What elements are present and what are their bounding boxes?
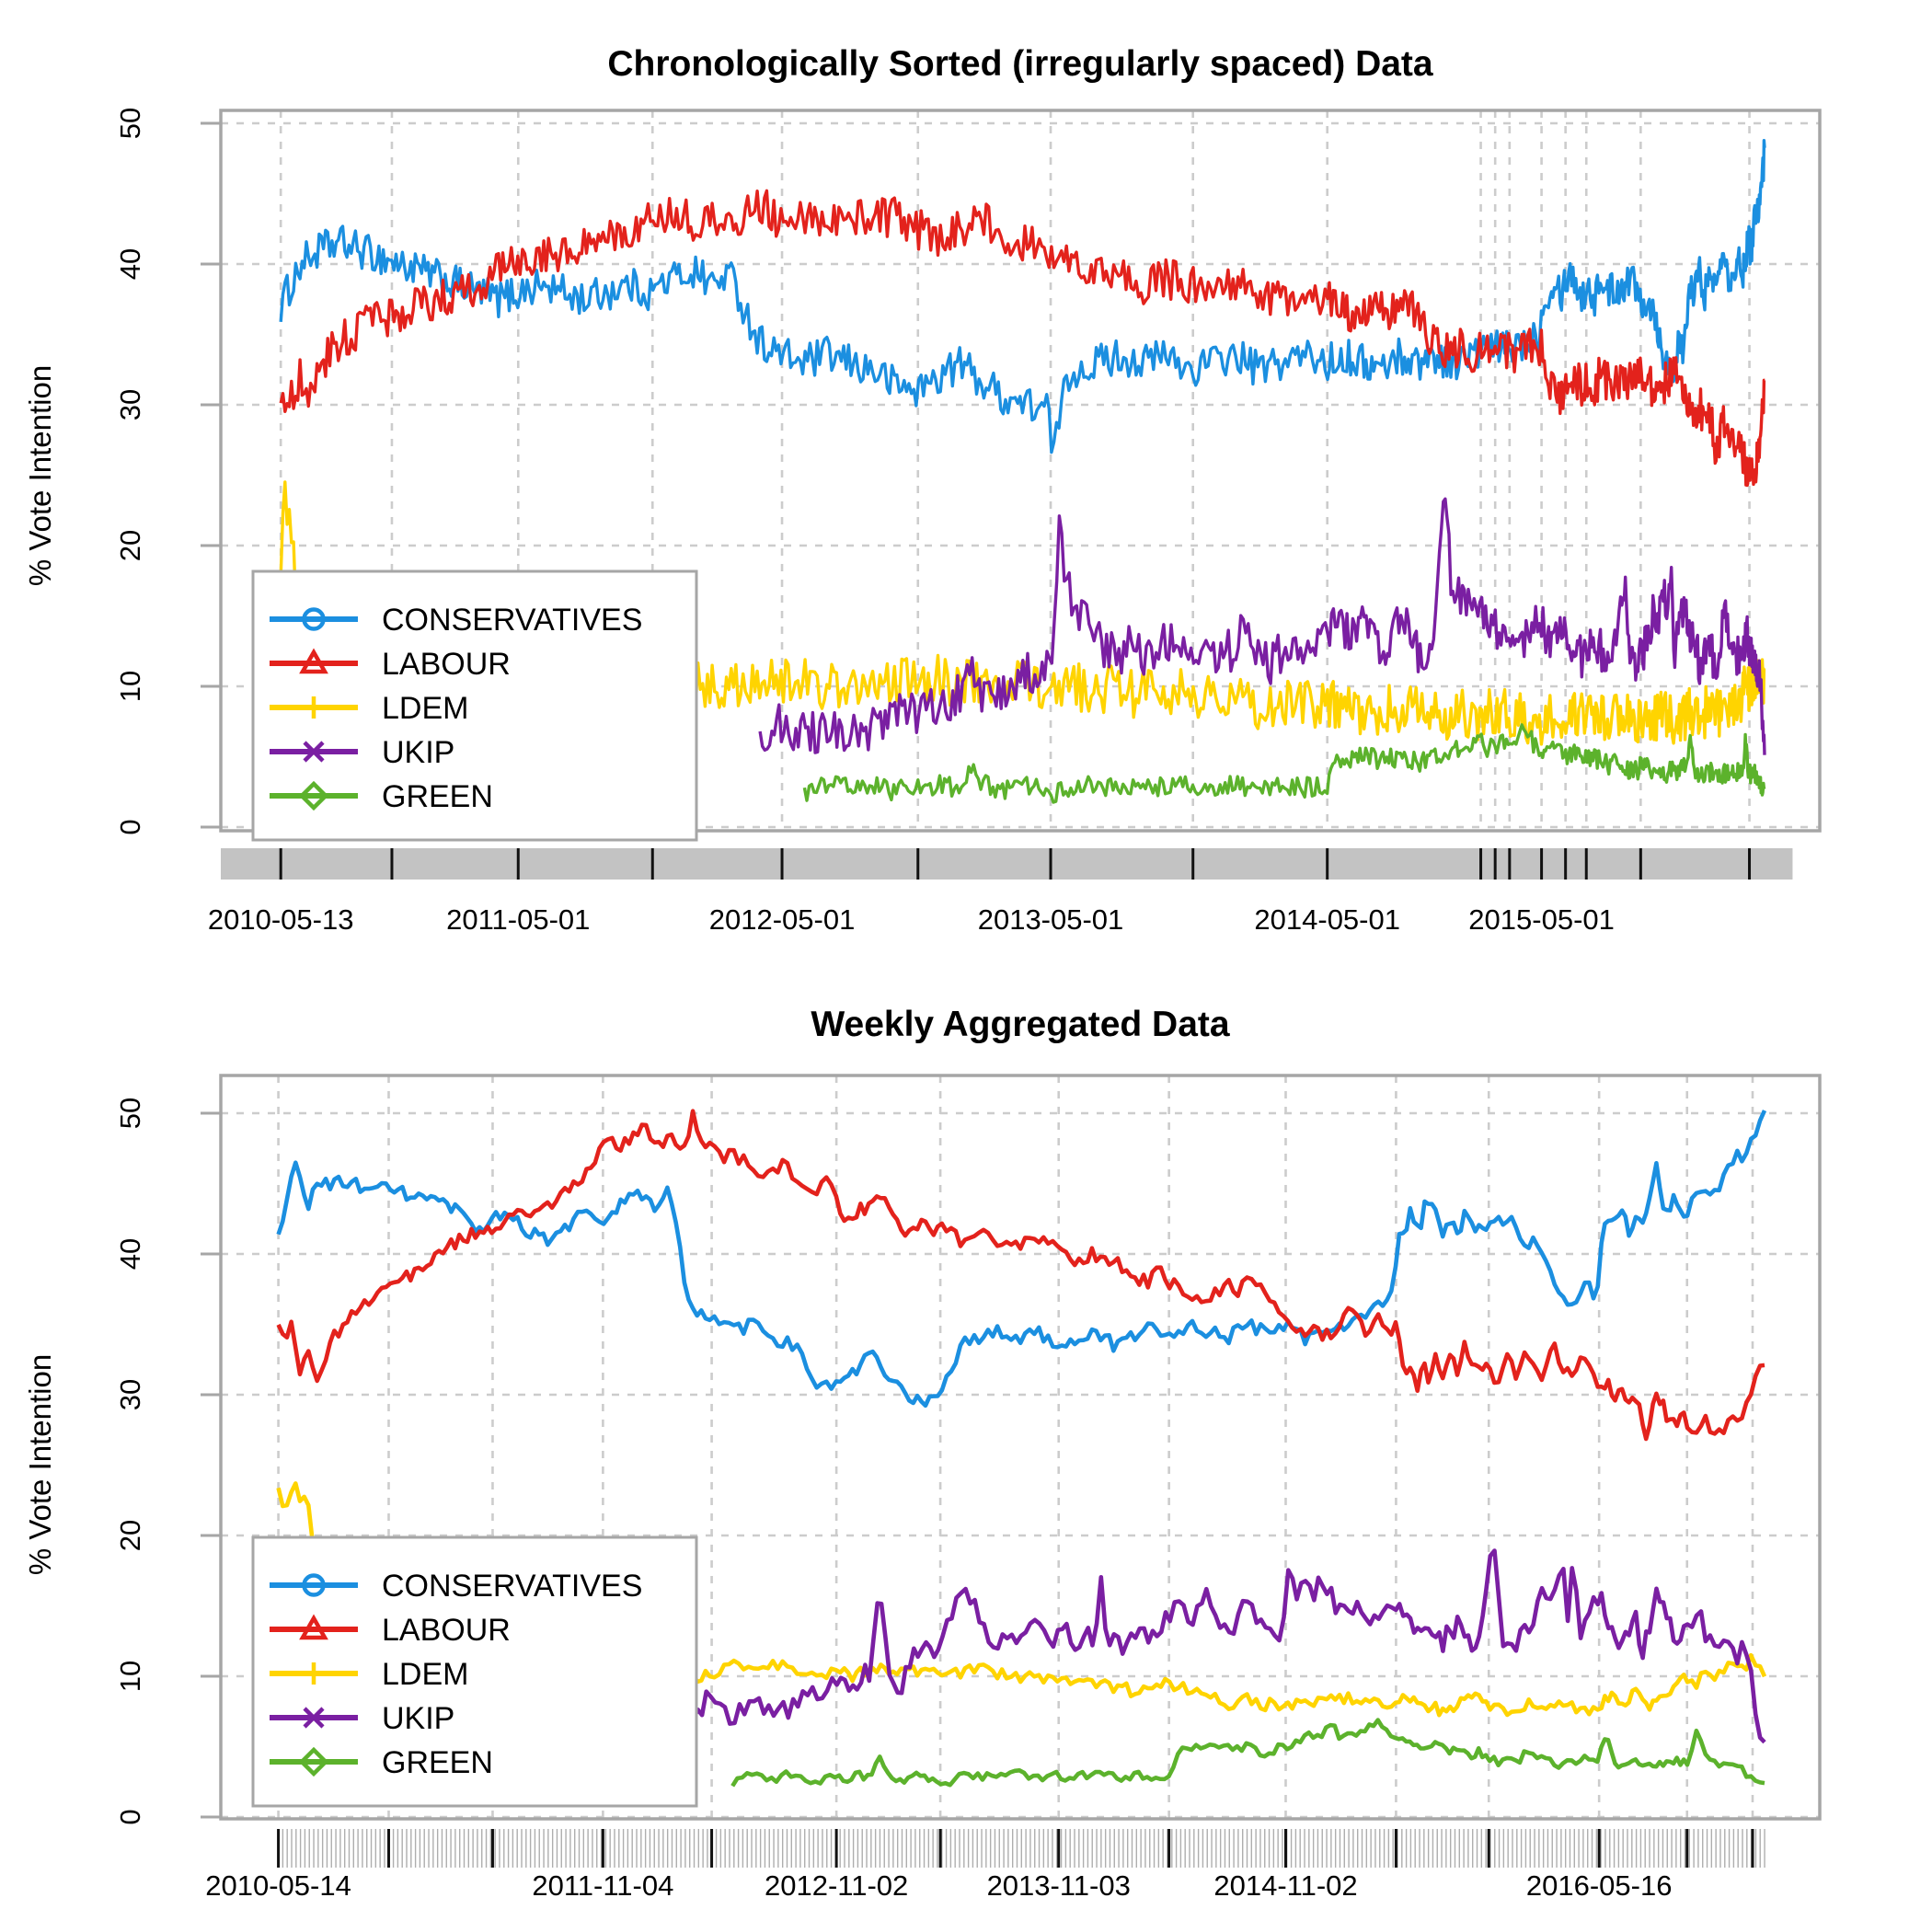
y-axis: 0 10 20 30 40 50: [114, 108, 221, 835]
chart-title-top: Chronologically Sorted (irregularly spac…: [607, 44, 1433, 84]
legend-x-icon: [303, 741, 325, 763]
y-tick-label: 20: [114, 530, 146, 561]
chart-title-bottom: Weekly Aggregated Data: [811, 1005, 1229, 1044]
y-tick-label: 40: [114, 1238, 146, 1270]
x-tick-label: 2014-11-02: [1213, 1869, 1357, 1902]
legend-label-ukip: UKIP: [382, 1701, 454, 1736]
legend-diamond-icon: [298, 1746, 329, 1777]
plot-border: [219, 1074, 1822, 1821]
x-tick-label: 2010-05-14: [205, 1869, 351, 1902]
series-line-ukip-raw: [758, 497, 1766, 755]
x-tick-label: 2012-11-02: [765, 1869, 908, 1902]
legend-label-conservatives: CONSERVATIVES: [382, 603, 642, 638]
legend: CONSERVATIVES LABOUR LDEM UKIP GREEN: [251, 1535, 698, 1808]
legend-plus-icon: [303, 696, 325, 719]
legend-circle-icon: [302, 1573, 326, 1597]
x-tick-label: 2010-05-13: [208, 903, 354, 936]
legend-label-ldem: LDEM: [382, 1657, 468, 1692]
legend-label-green: GREEN: [382, 1745, 493, 1780]
x-tick-label: 2012-05-01: [709, 903, 856, 936]
y-tick-label: 30: [114, 1379, 146, 1410]
y-tick-label: 10: [114, 671, 146, 702]
series-line-ukip-weekly: [691, 1548, 1766, 1744]
legend-plus-icon: [303, 1662, 325, 1685]
x-tick-label: 2013-05-01: [978, 903, 1124, 936]
legend-circle-icon: [302, 607, 326, 631]
chart-bottom-layer: 0 10 20 30 40 50 2010-05-14 2011-11-04 2012-11-0…: [114, 1074, 1822, 1902]
series-line-green-raw: [802, 723, 1766, 804]
y-tick-label: 20: [114, 1520, 146, 1551]
legend-label-ukip: UKIP: [382, 735, 454, 770]
series-line-conservatives-weekly: [276, 1110, 1767, 1409]
legend-label-conservatives: CONSERVATIVES: [382, 1569, 642, 1604]
chart-top-layer: 0 10 20 30 40 50 2010-05-13 2011-05-01 2012-05-0…: [114, 108, 1822, 936]
legend-diamond-icon: [298, 780, 329, 811]
x-tick-label: 2011-05-01: [446, 903, 590, 936]
x-tick-label: 2015-05-01: [1468, 903, 1615, 936]
y-tick-label: 40: [114, 248, 146, 280]
legend-x-icon: [303, 1707, 325, 1729]
y-tick-label: 50: [114, 1098, 146, 1129]
legend-label-green: GREEN: [382, 779, 493, 814]
x-tick-label: 2014-05-01: [1254, 903, 1400, 936]
series-line-green-weekly: [730, 1718, 1765, 1788]
x-tick-label: 2011-11-04: [532, 1869, 673, 1902]
x-tick-label: 2013-11-03: [987, 1869, 1131, 1902]
x-axis-band: 2010-05-14 2011-11-04 2012-11-02 2013-11-03…: [205, 1829, 1765, 1902]
y-axis-title-top: % Vote Intention: [23, 365, 57, 586]
y-tick-label: 10: [114, 1661, 146, 1692]
y-tick-label: 30: [114, 389, 146, 420]
y-tick-label: 50: [114, 108, 146, 139]
legend-triangle-icon: [299, 1614, 328, 1640]
legend-triangle-icon: [299, 648, 328, 674]
y-tick-label: 0: [114, 1809, 146, 1824]
y-tick-label: 0: [114, 819, 146, 834]
legend-label-labour: LABOUR: [382, 1613, 511, 1648]
series-line-labour-raw: [279, 189, 1766, 488]
series-line-labour-weekly: [276, 1109, 1765, 1442]
y-axis: 0 10 20 30 40 50: [114, 1098, 221, 1825]
y-axis-title-bottom: % Vote Intention: [23, 1354, 57, 1575]
legend-label-labour: LABOUR: [382, 647, 511, 682]
grid: [221, 1075, 1820, 1819]
legend-label-ldem: LDEM: [382, 691, 468, 726]
plot-border: [219, 109, 1822, 833]
x-axis-band: 2010-05-13 2011-05-01 2012-05-01 2013-05-01…: [208, 848, 1793, 936]
date-axis-bar: [221, 848, 1793, 880]
series-line-conservatives-raw: [279, 139, 1766, 454]
x-tick-label: 2016-05-16: [1526, 1869, 1673, 1902]
legend: CONSERVATIVES LABOUR LDEM UKIP GREEN: [251, 569, 698, 842]
